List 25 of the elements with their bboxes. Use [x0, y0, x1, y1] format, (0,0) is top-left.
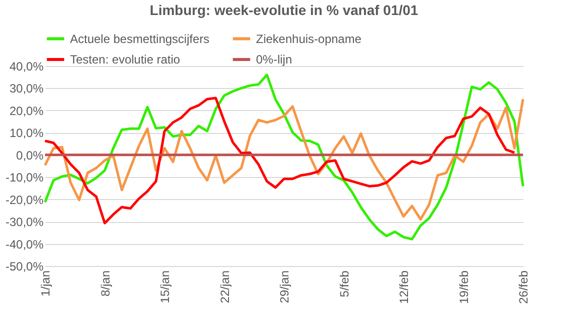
- chart-title: Limburg: week-evolutie in % vanaf 01/01: [150, 2, 418, 18]
- line-series: [44, 74, 524, 240]
- y-tick-label: -50,0%: [5, 260, 44, 274]
- y-tick-label: -30,0%: [5, 215, 44, 230]
- x-tick-label: 22/jan: [218, 270, 232, 304]
- legend-label: 0%-lijn: [256, 52, 292, 66]
- x-tick-label: 15/jan: [158, 270, 172, 304]
- y-tick-label: -40,0%: [5, 237, 44, 252]
- legend-label: Testen: evolutie ratio: [70, 52, 180, 66]
- x-tick-label: 5/feb: [337, 270, 352, 298]
- x-tick-label: 1/jan: [38, 270, 52, 297]
- y-tick-label: 20,0%: [9, 104, 44, 118]
- x-tick-label: 12/feb: [397, 270, 411, 304]
- x-tick-label: 29/jan: [278, 270, 292, 304]
- x-tick-label: 8/jan: [98, 270, 112, 297]
- y-tick-label: -10,0%: [5, 170, 44, 185]
- legend-label: Actuele besmettingscijfers: [70, 32, 210, 46]
- legend-label: Ziekenhuis-opname: [256, 32, 362, 46]
- y-tick-label: -20,0%: [5, 192, 44, 207]
- y-tick-label: 30,0%: [9, 82, 44, 96]
- x-tick-label: 26/feb: [516, 270, 530, 304]
- y-tick-label: 40,0%: [9, 60, 44, 74]
- y-tick-label: 10,0%: [9, 126, 44, 140]
- y-tick-label: 0,0%: [16, 148, 44, 162]
- x-tick-label: 19/feb: [456, 270, 471, 304]
